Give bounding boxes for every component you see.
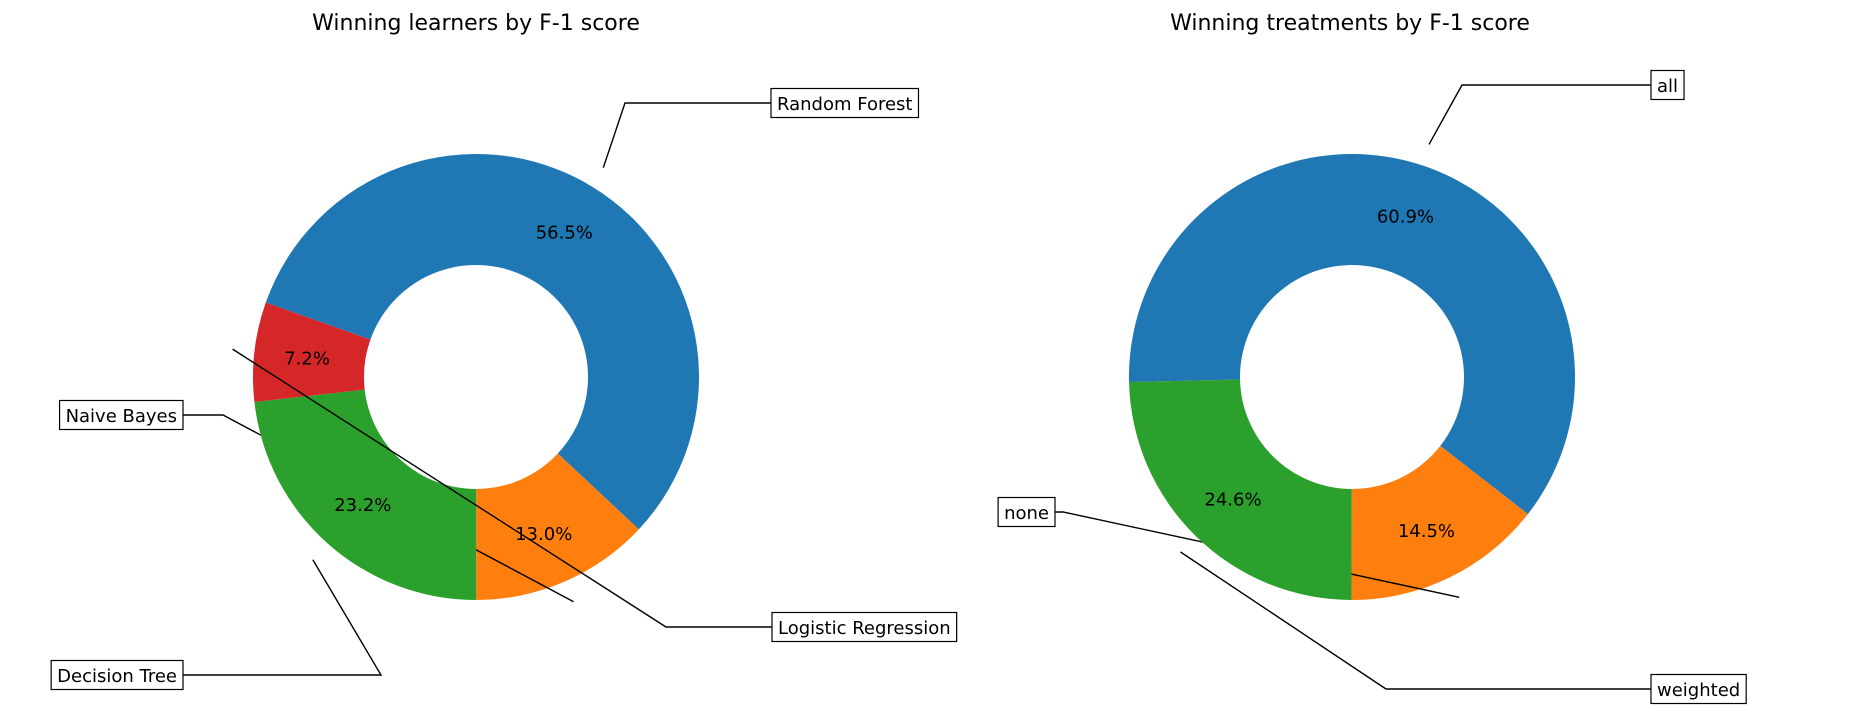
slice-decision-tree [254,389,477,601]
pct-label-none: 14.5% [1398,521,1455,542]
svg-text:Naive Bayes: Naive Bayes [66,406,177,427]
slice-label-naive-bayes: Naive Bayes [58,399,184,431]
leader-line-all [1428,84,1651,145]
slice-naive-bayes [476,453,639,600]
slice-label-decision-tree: Decision Tree [50,659,184,691]
svg-text:none: none [1004,503,1049,524]
svg-text:all: all [1657,76,1678,97]
svg-text:Random Forest: Random Forest [777,94,912,115]
slice-label-random-forest: Random Forest [770,87,920,119]
leader-line-weighted [1180,551,1651,690]
pct-label-logistic-regression: 7.2% [284,349,330,370]
leader-line-decision-tree [183,559,383,676]
slice-label-logistic-regression: Logistic Regression [771,611,958,643]
svg-text:Logistic Regression: Logistic Regression [778,618,951,639]
chart-title: Winning treatments by F-1 score [1170,11,1530,36]
chart-title: Winning learners by F-1 score [312,11,640,36]
slice-label-weighted: weighted [1650,673,1747,705]
learners-donut-chart: Winning learners by F-1 score 56.5% Rando… [50,11,958,691]
slice-label-all: all [1650,69,1685,101]
pct-label-decision-tree: 23.2% [334,495,391,516]
slice-logistic-regression [253,302,371,403]
pct-label-weighted: 24.6% [1204,489,1261,510]
pct-label-random-forest: 56.5% [536,223,593,244]
slice-label-none: none [997,496,1056,528]
pct-label-all: 60.9% [1377,207,1434,228]
slice-none [1351,445,1528,600]
treatments-donut-chart: Winning treatments by F-1 score 60.9% all… [997,11,1747,705]
leader-line-random-forest [602,102,771,168]
pct-label-naive-bayes: 13.0% [515,524,572,545]
slice-weighted [1129,379,1352,600]
leader-line-logistic-regression [232,348,772,628]
svg-text:weighted: weighted [1657,680,1740,701]
slice-all [1129,154,1575,515]
slice-random-forest [265,154,699,530]
svg-text:Decision Tree: Decision Tree [57,666,177,687]
